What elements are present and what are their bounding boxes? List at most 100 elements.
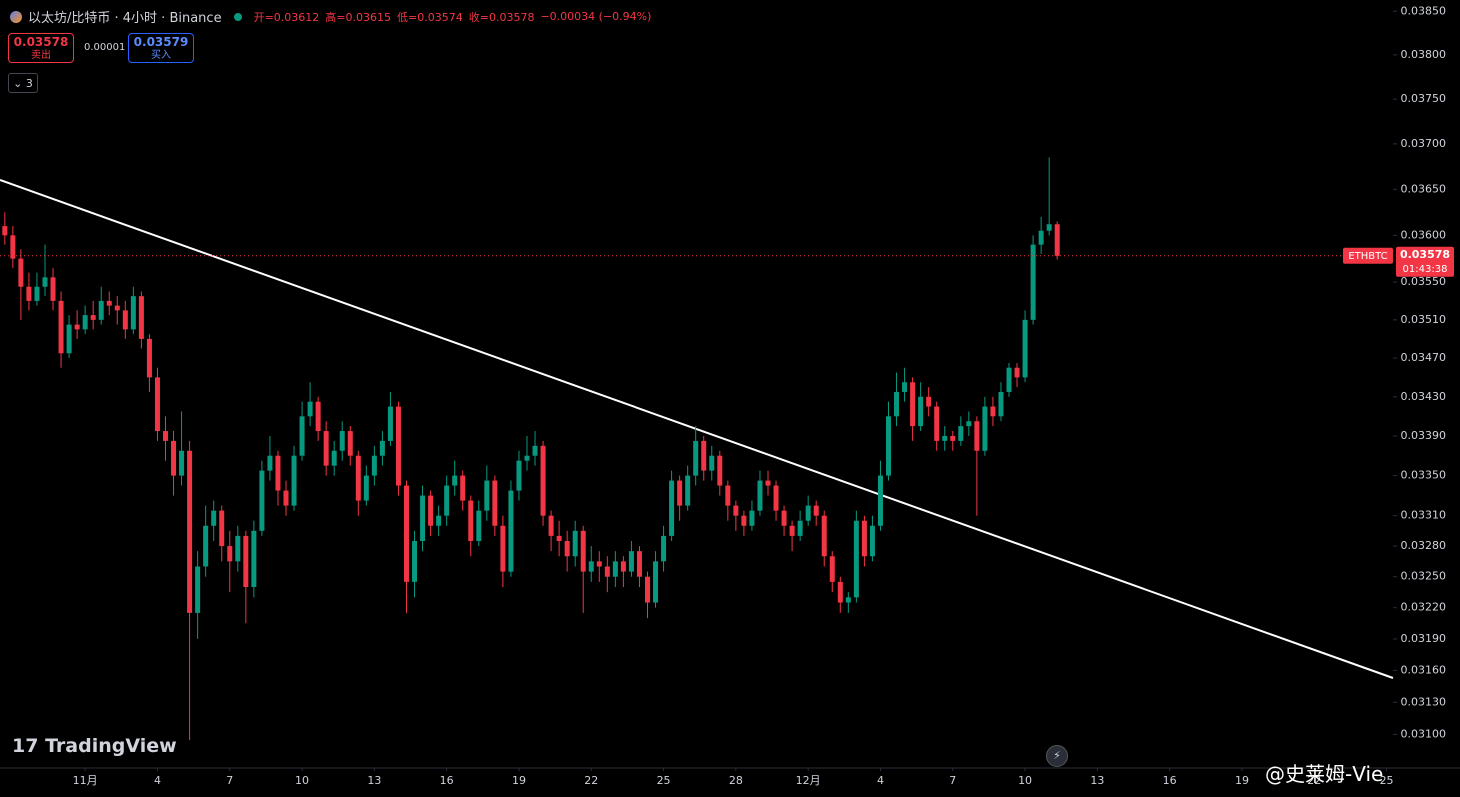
last-price-tag — [1396, 246, 1454, 277]
candle-body — [195, 566, 201, 613]
candle-body — [749, 510, 755, 526]
candle-body — [661, 535, 667, 562]
candle-body — [910, 382, 916, 427]
candle-body — [403, 485, 409, 582]
open: 开=0.03612 — [253, 10, 320, 24]
candle-body — [869, 525, 875, 557]
candle-body — [34, 286, 40, 301]
candle-body — [532, 445, 538, 456]
candle-body — [701, 440, 707, 471]
candle-body — [106, 300, 112, 306]
y-tick-label: 0.03220 — [1401, 601, 1447, 614]
candle-body — [323, 431, 329, 466]
symbol-tag-label: ETHBTC — [1348, 251, 1387, 262]
candle-body — [315, 401, 321, 432]
candle-body — [516, 460, 522, 491]
candle-body — [596, 561, 602, 567]
trend-line — [0, 179, 1394, 679]
candle-body — [122, 310, 128, 330]
candle-body — [926, 396, 932, 407]
spread: 0.00001 — [84, 42, 126, 53]
x-tick-label: 28 — [729, 774, 743, 787]
candle-body — [636, 551, 642, 577]
y-tick-label: 0.03190 — [1401, 632, 1447, 645]
candle-body — [291, 455, 297, 506]
candle-body — [42, 277, 48, 287]
candle-body — [580, 530, 586, 572]
candle-body — [709, 455, 715, 471]
candle-body — [82, 315, 88, 330]
y-tick-label: 0.03160 — [1401, 663, 1447, 676]
y-tick-label: 0.03750 — [1401, 92, 1447, 105]
candle-body — [162, 431, 168, 441]
candle-body — [877, 475, 883, 526]
candle-body — [902, 382, 908, 392]
x-tick-label: 16 — [1163, 774, 1177, 787]
watermark: @史莱姆-Vie — [1265, 762, 1384, 786]
y-tick-label: 0.03310 — [1401, 509, 1447, 522]
x-tick-label: 11月 — [73, 774, 98, 787]
candle-body — [259, 470, 265, 531]
candle-body — [500, 525, 506, 572]
indicators-toggle[interactable]: ⌄ 3 — [8, 73, 38, 93]
candle-body — [821, 515, 827, 557]
candle-body — [628, 551, 634, 572]
candle-body — [10, 235, 16, 259]
high: 高=0.03615 — [325, 10, 392, 24]
candle-body — [436, 515, 442, 526]
candle-body — [476, 510, 482, 541]
candle-body — [66, 324, 72, 354]
candle-body — [837, 581, 843, 603]
candle-body — [813, 505, 819, 516]
last-price-label: 0.03578 — [1400, 248, 1450, 261]
y-tick-label: 0.03650 — [1401, 182, 1447, 195]
candle-body — [187, 450, 193, 613]
x-tick-label: 22 — [1307, 774, 1321, 787]
candle-body — [444, 485, 450, 516]
candle-body — [781, 510, 787, 526]
candle-body — [339, 431, 345, 451]
candle-body — [653, 561, 659, 603]
candle-body — [789, 525, 795, 536]
candle-body — [620, 561, 626, 572]
candle-body — [829, 556, 835, 582]
candle-body — [1014, 367, 1020, 378]
candle-body — [179, 450, 185, 476]
candle-body — [363, 475, 369, 501]
candle-body — [540, 445, 546, 516]
low: 低=0.03574 — [397, 10, 463, 24]
y-tick-label: 0.03470 — [1401, 351, 1447, 364]
candle-body — [460, 475, 466, 501]
y-tick-label: 0.03390 — [1401, 429, 1447, 442]
y-tick-label: 0.03700 — [1401, 137, 1447, 150]
candle-body — [974, 421, 980, 451]
candle-body — [275, 455, 281, 491]
candle-body — [669, 480, 675, 536]
candle-body — [845, 597, 851, 603]
x-tick-label: 19 — [512, 774, 526, 787]
candle-body — [2, 226, 8, 236]
candle-body — [251, 530, 257, 588]
sell-button[interactable]: 0.03578 卖出 — [8, 33, 74, 63]
x-tick-label: 13 — [1090, 774, 1104, 787]
buy-button[interactable]: 0.03579 买入 — [128, 33, 194, 63]
candle-body — [604, 566, 610, 577]
candle-body — [644, 576, 650, 603]
symbol-tag — [1343, 247, 1393, 264]
symbol: 以太坊/比特币 · 4小时 · Binance — [28, 11, 222, 26]
bolt-button[interactable]: ⚡ — [1046, 745, 1068, 767]
x-tick-label: 7 — [949, 774, 956, 787]
candle-body — [90, 315, 96, 320]
indicator-count: 3 — [25, 77, 33, 90]
x-tick-label: 22 — [584, 774, 598, 787]
x-tick-label: 4 — [877, 774, 884, 787]
candle-body — [1038, 230, 1044, 245]
candle-body — [154, 377, 160, 432]
candle-body — [146, 338, 152, 378]
candle-body — [966, 421, 972, 427]
candle-body — [219, 510, 225, 547]
sell-price: 0.03578 — [13, 35, 69, 49]
candle-body — [612, 561, 618, 577]
candle-body — [50, 277, 56, 301]
